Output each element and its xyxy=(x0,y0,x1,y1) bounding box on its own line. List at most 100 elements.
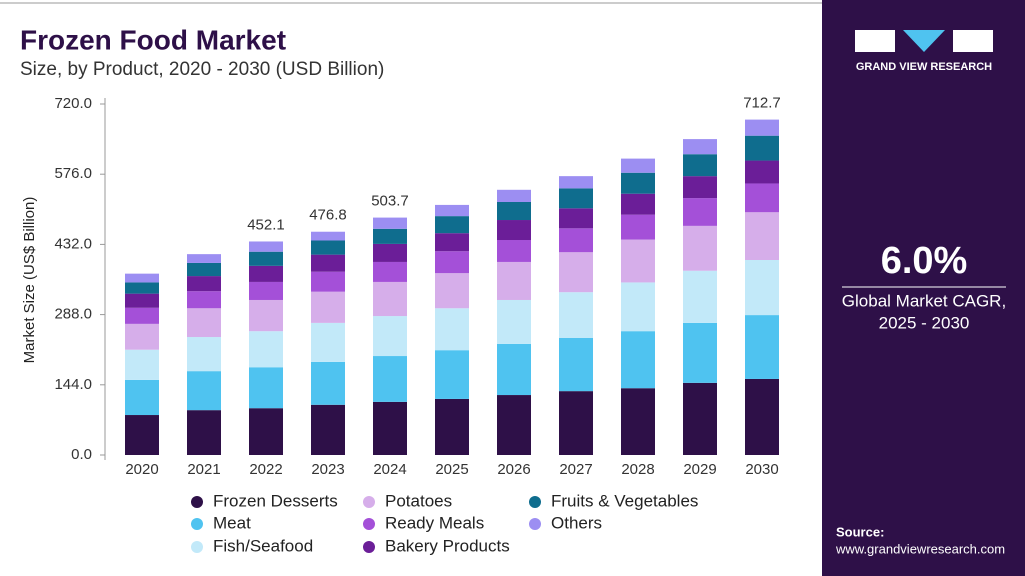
bar-segment xyxy=(187,337,221,372)
bar-segment xyxy=(249,281,283,300)
bar-segment xyxy=(497,343,531,396)
bar-segment xyxy=(187,410,221,455)
bar-segment xyxy=(559,252,593,293)
bar-segment xyxy=(559,208,593,229)
bar-segment xyxy=(125,349,159,380)
bar-segment xyxy=(187,371,221,411)
bar-segment xyxy=(311,404,345,455)
bar-segment xyxy=(559,228,593,253)
x-tick-label: 2024 xyxy=(373,461,406,478)
bar-segment xyxy=(373,228,407,244)
total-label: 452.1 xyxy=(247,216,285,233)
side-panel xyxy=(822,0,1025,576)
bar-segment xyxy=(435,308,469,351)
y-tick-label: 144.0 xyxy=(54,376,92,393)
bar-segment xyxy=(249,265,283,282)
legend-label: Fish/Seafood xyxy=(213,536,313,555)
bar-segment xyxy=(745,378,779,455)
x-tick-label: 2021 xyxy=(187,461,220,478)
bar-segment xyxy=(497,189,531,202)
legend-label: Frozen Desserts xyxy=(213,491,338,510)
y-tick-label: 0.0 xyxy=(71,446,92,463)
bar-segment xyxy=(311,231,345,241)
bar-segment xyxy=(187,276,221,292)
bar-segment xyxy=(373,401,407,455)
bar-segment xyxy=(559,188,593,209)
logo-block xyxy=(903,30,945,52)
x-tick-label: 2029 xyxy=(683,461,716,478)
bar-segment xyxy=(497,299,531,344)
bar-segment xyxy=(621,331,655,389)
bar-segment xyxy=(249,331,283,368)
cagr-value: 6.0% xyxy=(881,240,968,282)
y-tick-label: 288.0 xyxy=(54,306,92,323)
logo-block xyxy=(953,30,993,52)
total-label: 503.7 xyxy=(371,193,409,210)
bar-segment xyxy=(435,251,469,274)
bar-segment xyxy=(373,316,407,357)
y-axis-title: Market Size (US$ Billion) xyxy=(21,197,38,364)
x-tick-label: 2026 xyxy=(497,461,530,478)
bar-segment xyxy=(497,201,531,221)
bar-segment xyxy=(125,323,159,350)
x-tick-label: 2022 xyxy=(249,461,282,478)
x-tick-label: 2030 xyxy=(745,461,778,478)
x-tick-label: 2025 xyxy=(435,461,468,478)
bar-segment xyxy=(683,154,717,177)
bar-segment xyxy=(249,408,283,455)
bar-segment xyxy=(745,119,779,136)
legend-marker xyxy=(363,518,375,530)
y-tick-label: 432.0 xyxy=(54,235,92,252)
bar-segment xyxy=(621,282,655,332)
bar-segment xyxy=(683,176,717,199)
cagr-period: 2025 - 2030 xyxy=(879,313,970,332)
legend-label: Others xyxy=(551,513,602,532)
bar-segment xyxy=(435,233,469,252)
bar-segment xyxy=(559,292,593,338)
bar-segment xyxy=(373,243,407,262)
bar-segment xyxy=(745,212,779,260)
bar-segment xyxy=(311,361,345,405)
bar-segment xyxy=(373,281,407,317)
bar-segment xyxy=(373,217,407,229)
bar-segment xyxy=(497,240,531,262)
source-label: Source: xyxy=(836,524,884,539)
x-tick-label: 2027 xyxy=(559,461,592,478)
bar-segment xyxy=(311,254,345,272)
bar-segment xyxy=(311,240,345,255)
bar-segment xyxy=(125,379,159,416)
bar-segment xyxy=(125,273,159,283)
bar-segment xyxy=(125,307,159,324)
bar-segment xyxy=(373,356,407,402)
legend-label: Ready Meals xyxy=(385,513,484,532)
bar-segment xyxy=(187,291,221,309)
bar-segment xyxy=(125,293,159,308)
bar-segment xyxy=(683,198,717,226)
bar-segment xyxy=(559,391,593,455)
bar-segment xyxy=(497,220,531,241)
bar-segment xyxy=(621,172,655,194)
legend-label: Meat xyxy=(213,513,251,532)
bar-segment xyxy=(559,176,593,189)
total-label: 712.7 xyxy=(743,95,781,112)
legend-marker xyxy=(529,518,541,530)
legend-label: Potatoes xyxy=(385,491,452,510)
bar-segment xyxy=(311,291,345,323)
logo-block xyxy=(855,30,895,52)
bar-segment xyxy=(311,322,345,362)
bar-segment xyxy=(249,251,283,266)
legend-marker xyxy=(191,496,203,508)
legend-marker xyxy=(529,496,541,508)
bar-segment xyxy=(311,271,345,292)
bar-segment xyxy=(745,260,779,316)
bar-segment xyxy=(559,338,593,392)
legend-label: Fruits & Vegetables xyxy=(551,491,698,510)
legend-label: Bakery Products xyxy=(385,536,510,555)
bar-segment xyxy=(683,322,717,383)
bar-segment xyxy=(621,158,655,173)
y-tick-label: 576.0 xyxy=(54,165,92,182)
legend-marker xyxy=(363,496,375,508)
x-tick-label: 2020 xyxy=(125,461,158,478)
legend-marker xyxy=(191,541,203,553)
